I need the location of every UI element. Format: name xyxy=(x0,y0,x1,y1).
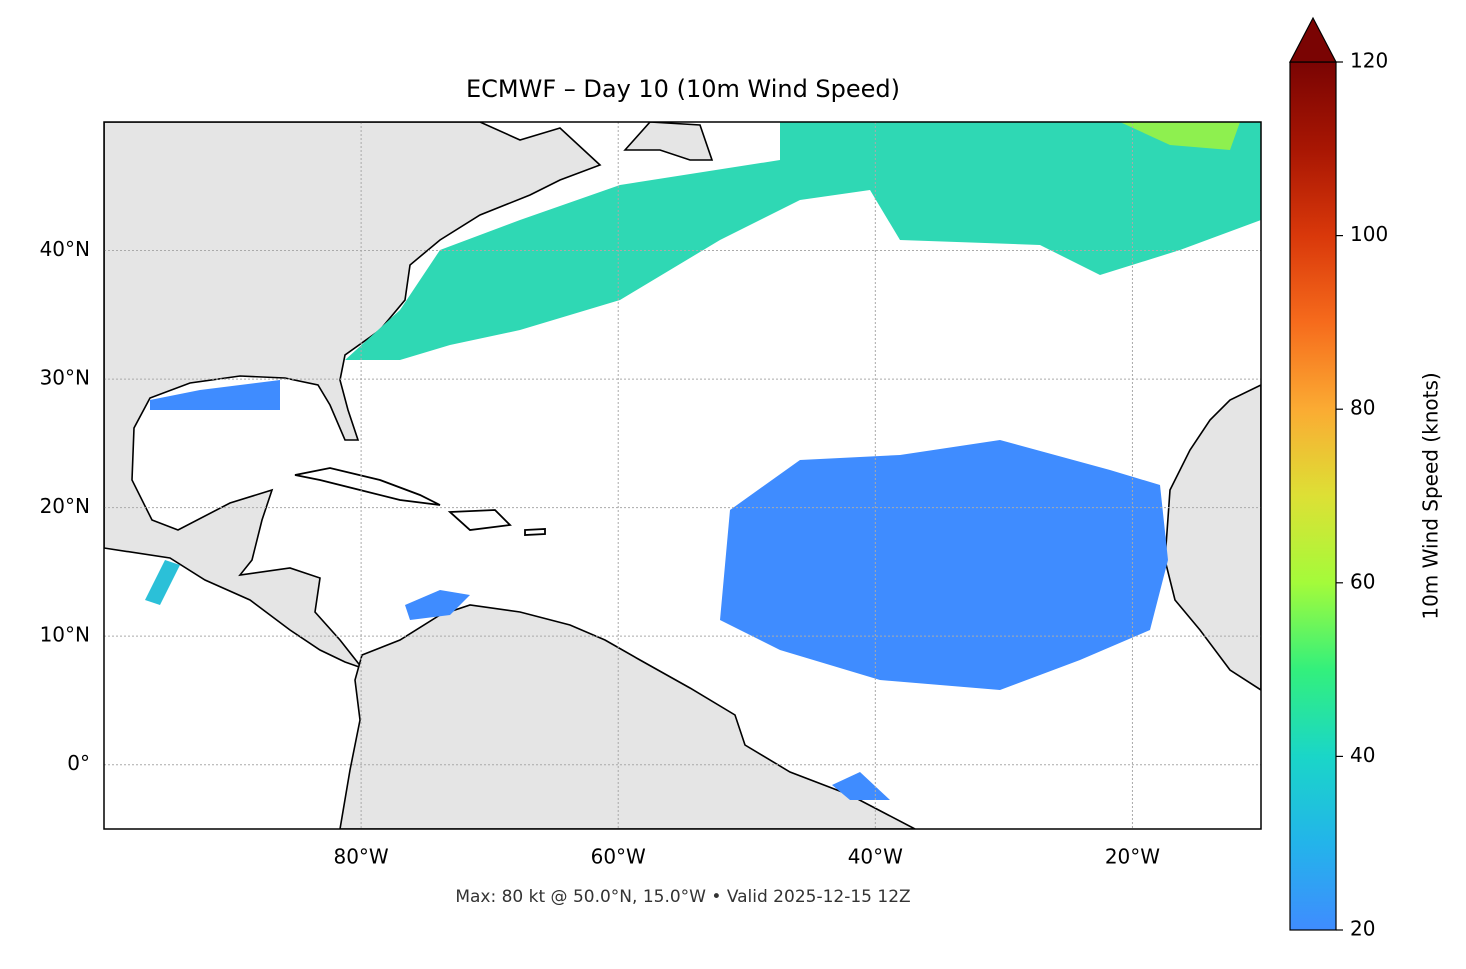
south-america xyxy=(339,604,916,829)
annotation: Max: 80 kt @ 50.0°N, 15.0°W • Valid 2025… xyxy=(455,887,910,907)
x-tick-label: 60°W xyxy=(591,845,646,869)
wind-area xyxy=(720,440,1168,690)
y-tick-label: 30°N xyxy=(40,366,90,390)
x-tick-label: 40°W xyxy=(848,845,903,869)
colorbar-tick-label: 100 xyxy=(1350,222,1388,246)
grid xyxy=(104,122,1261,829)
puerto-rico xyxy=(524,528,546,536)
y-tick-label: 20°N xyxy=(40,494,90,518)
wind-field xyxy=(145,122,1261,800)
hispaniola xyxy=(447,509,512,531)
colorbar-extend xyxy=(1289,16,1337,63)
colorbar-tick-label: 80 xyxy=(1350,396,1375,420)
cuba xyxy=(294,467,441,506)
colorbar xyxy=(1289,61,1337,931)
wind-area xyxy=(832,772,890,800)
colorbar-label: 10m Wind Speed (knots) xyxy=(1419,372,1443,619)
x-tick-label: 20°W xyxy=(1105,845,1160,869)
newfoundland xyxy=(623,122,714,161)
x-tick-label: 80°W xyxy=(333,845,388,869)
y-tick-label: 40°N xyxy=(40,237,90,261)
colorbar-tick-label: 120 xyxy=(1350,49,1388,73)
colorbar-tick-label: 20 xyxy=(1350,917,1375,941)
colorbar-tick-label: 60 xyxy=(1350,569,1375,593)
colorbar-tick-label: 40 xyxy=(1350,743,1375,767)
wind-area xyxy=(1120,122,1240,150)
wind-area xyxy=(345,122,1261,360)
wind-area xyxy=(405,590,470,620)
plot-frame xyxy=(103,121,1262,830)
y-tick-label: 0° xyxy=(67,751,90,775)
y-tick-label: 10°N xyxy=(40,623,90,647)
wind-area xyxy=(145,560,180,605)
chart-title: ECMWF – Day 10 (10m Wind Speed) xyxy=(466,75,900,103)
wind-area xyxy=(150,380,280,410)
north-america xyxy=(104,122,602,670)
map xyxy=(104,122,1261,829)
